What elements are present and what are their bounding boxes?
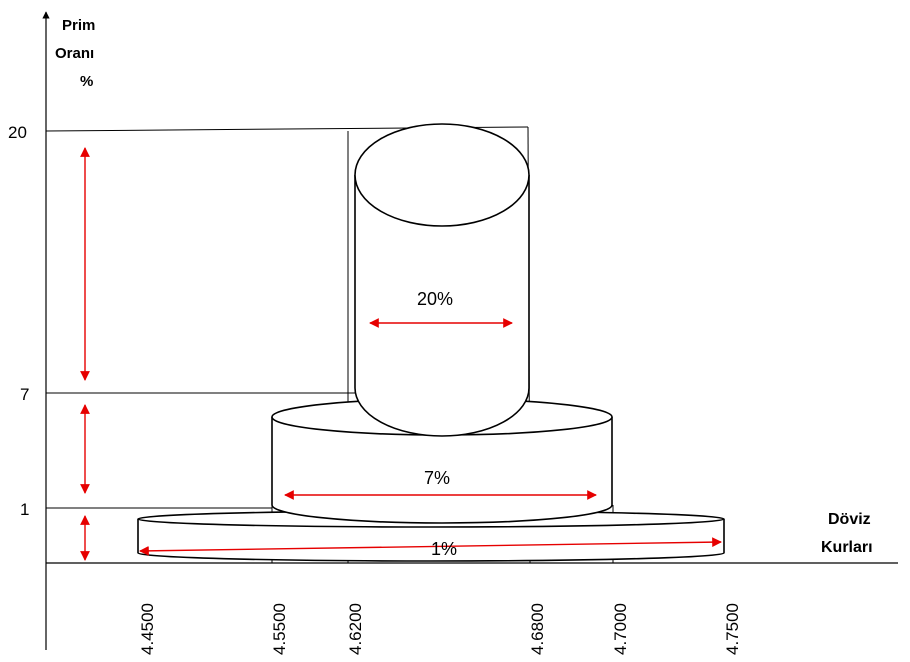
- y-tick-1: 1: [20, 500, 29, 519]
- tier-20-cylinder: [354, 123, 530, 437]
- y-tick-20: 20: [8, 123, 27, 142]
- x-axis-title-line-1: Döviz: [828, 511, 871, 528]
- y-axis-title-line-3: %: [80, 73, 93, 90]
- x-tick-4.7000: 4.7000: [611, 603, 630, 655]
- x-tick-4.4500: 4.4500: [138, 603, 157, 655]
- y-tick-7: 7: [20, 385, 29, 404]
- x-tick-4.6800: 4.6800: [528, 603, 547, 655]
- x-tick-4.7500: 4.7500: [723, 603, 742, 655]
- width-arrow-1: [139, 537, 722, 556]
- tier-label-20: 20%: [417, 289, 453, 309]
- y-axis-title-line-2: Oranı: [55, 45, 94, 62]
- y-axis-title-line-1: Prim: [62, 17, 95, 34]
- x-tick-4.6200: 4.6200: [346, 603, 365, 655]
- x-axis-title-line-2: Kurları: [821, 539, 873, 556]
- tier-label-7: 7%: [424, 468, 450, 488]
- x-tick-4.5500: 4.5500: [270, 603, 289, 655]
- tier-label-1: 1%: [431, 539, 457, 559]
